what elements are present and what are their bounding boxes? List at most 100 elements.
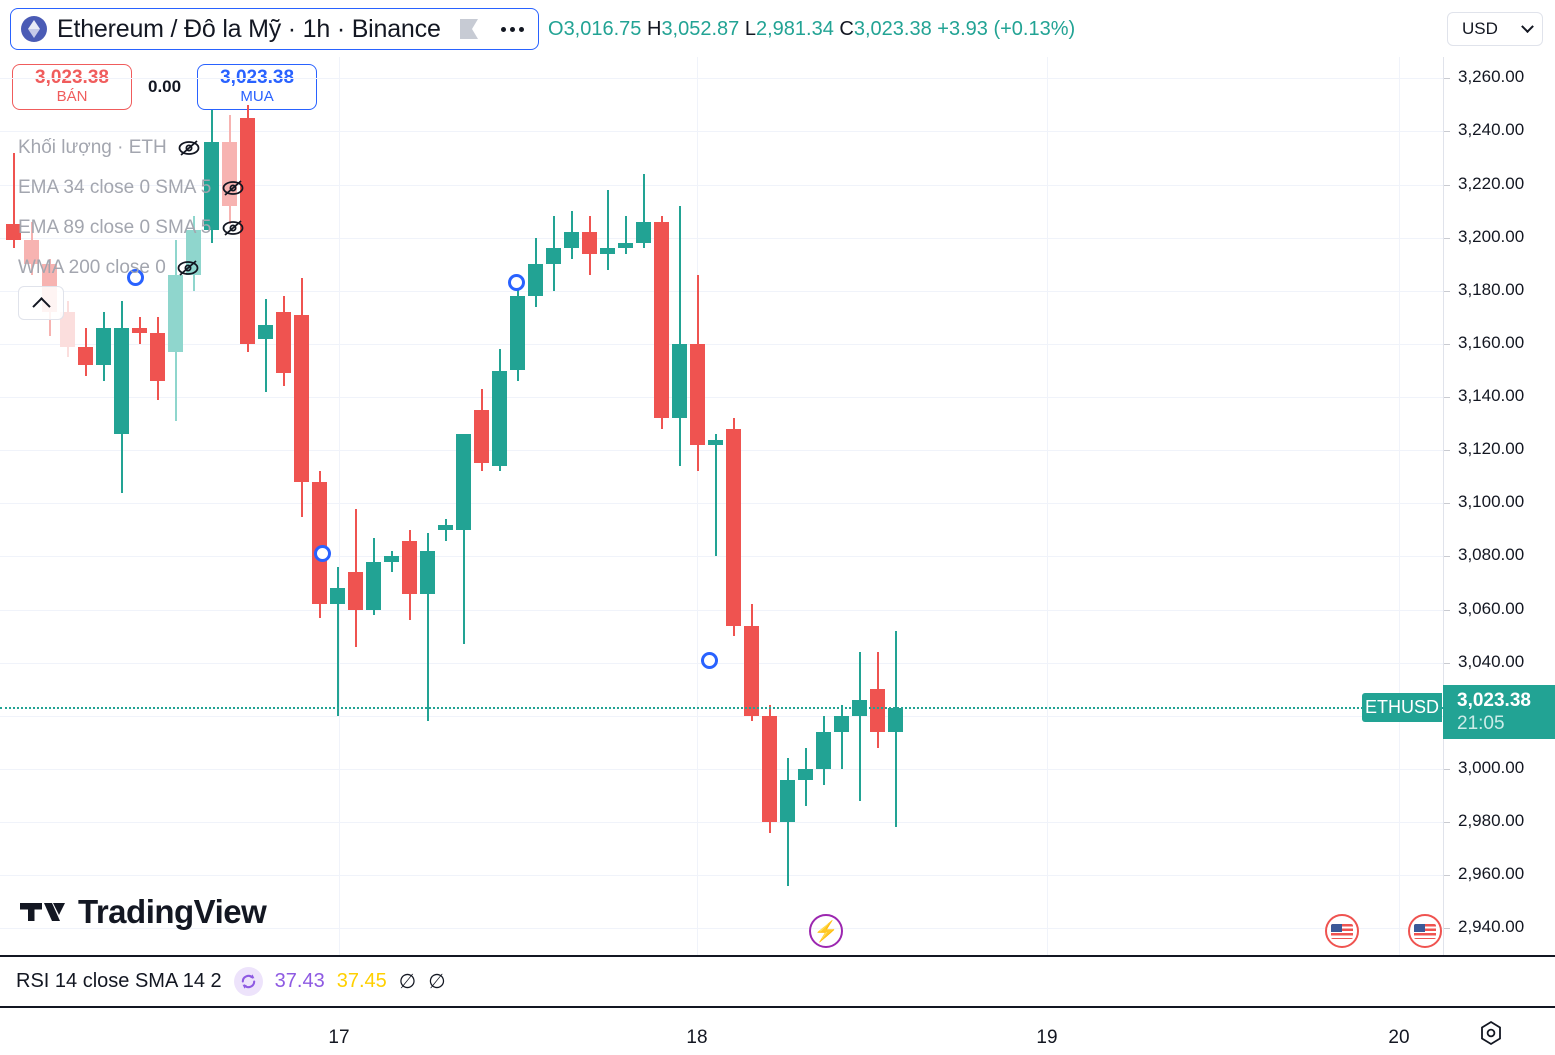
candle-body	[726, 428, 741, 626]
legend-item-volume[interactable]: Khối lượng · ETH	[18, 128, 245, 168]
candlestick	[888, 57, 903, 955]
legend-label: Khối lượng · ETH	[18, 137, 167, 158]
candlestick	[438, 57, 453, 955]
time-axis[interactable]: 17 18 19 20	[0, 1008, 1555, 1055]
price-tag-symbol-label: ETHUSD	[1364, 696, 1439, 717]
candlestick	[114, 57, 129, 955]
price-axis-label: 3,160.00	[1458, 332, 1525, 352]
grid-line	[0, 237, 1443, 239]
grid-line	[0, 184, 1443, 186]
sell-button[interactable]: 3,023.38 BÁN	[12, 64, 132, 110]
chart-settings-icon[interactable]	[1478, 1020, 1504, 1046]
currency-selector[interactable]: USD	[1447, 12, 1543, 46]
candle-body	[870, 689, 885, 732]
candle-body	[384, 556, 399, 562]
candlestick	[564, 57, 579, 955]
grid-line	[0, 343, 1443, 345]
candlestick	[762, 57, 777, 955]
last-price-line	[0, 706, 1443, 709]
candlestick	[474, 57, 489, 955]
candlestick	[870, 57, 885, 955]
grid-line	[0, 928, 1443, 930]
candle-wick	[858, 652, 861, 801]
price-axis-label: 3,140.00	[1458, 386, 1525, 406]
us-flag-event-icon[interactable]	[1325, 914, 1359, 948]
grid-line	[0, 397, 1443, 399]
candle-body	[402, 540, 417, 594]
candle-wick	[264, 298, 267, 392]
candlestick	[348, 57, 363, 955]
legend-item-ema34[interactable]: EMA 34 close 0 SMA 5	[18, 168, 245, 208]
ohlc-high-label: H	[646, 18, 662, 40]
eye-off-icon[interactable]	[177, 138, 201, 158]
price-tag-symbol: ETHUSD	[1362, 692, 1442, 722]
ohlc-low-value: 2,981.34	[755, 18, 834, 40]
lightning-bolt-icon[interactable]: ⚡	[809, 914, 843, 948]
grid-line-vertical	[697, 57, 698, 955]
rsi-separator-bottom	[0, 1006, 1555, 1008]
candle-body	[780, 779, 795, 823]
candle-body	[420, 551, 435, 594]
signal-marker[interactable]	[313, 545, 331, 563]
sell-price: 3,023.38	[35, 67, 109, 88]
candlestick-plot[interactable]	[0, 57, 1443, 955]
signal-marker[interactable]	[126, 269, 144, 286]
candlestick	[276, 57, 291, 955]
legend-item-wma200[interactable]: WMA 200 close 0	[18, 248, 245, 288]
candle-wick	[624, 216, 627, 254]
signal-marker[interactable]	[507, 274, 525, 292]
price-axis-label: 2,940.00	[1458, 917, 1525, 937]
eye-off-icon[interactable]	[176, 258, 200, 278]
grid-line	[0, 290, 1443, 292]
us-flag-event-icon[interactable]	[1408, 914, 1442, 948]
candlestick	[384, 57, 399, 955]
candlestick	[582, 57, 597, 955]
price-axis-tick	[1444, 662, 1450, 664]
eye-off-icon[interactable]	[221, 218, 245, 238]
legend-collapse-button[interactable]	[18, 286, 64, 320]
rsi-sma-value: 37.45	[336, 970, 387, 992]
currency-label: USD	[1462, 19, 1498, 38]
eye-off-icon[interactable]	[221, 178, 245, 198]
ohlc-low-label: L	[744, 18, 756, 40]
ohlc-high-value: 3,052.87	[661, 18, 740, 40]
grid-line	[0, 556, 1443, 558]
candle-body	[294, 314, 309, 483]
candlestick	[204, 57, 219, 955]
candlestick	[294, 57, 309, 955]
rsi-title[interactable]: RSI 14 close SMA 14 2	[16, 970, 222, 992]
legend-item-ema89[interactable]: EMA 89 close 0 SMA 5	[18, 208, 245, 248]
candlestick	[780, 57, 795, 955]
buy-button[interactable]: 3,023.38 MUA	[197, 64, 318, 110]
candlestick	[96, 57, 111, 955]
candlestick	[6, 57, 21, 955]
candle-wick	[390, 551, 393, 573]
candle-wick	[840, 705, 843, 769]
candlestick	[726, 57, 741, 955]
price-axis[interactable]: 3,260.00 3,240.00 3,220.00 3,200.00 3,180.00…	[1443, 57, 1555, 955]
candle-body	[348, 572, 363, 610]
grid-line	[0, 822, 1443, 824]
candle-body	[528, 264, 543, 297]
grid-line	[0, 662, 1443, 664]
price-axis-tick	[1444, 875, 1450, 877]
flag-icon[interactable]	[459, 18, 479, 40]
chart-header: Ethereum / Đô la Mỹ · 1h · Binance O3,01…	[0, 0, 1555, 57]
buy-label: MUA	[240, 88, 274, 105]
more-dots-icon[interactable]	[500, 26, 524, 32]
signal-marker[interactable]	[700, 651, 718, 669]
candlestick	[132, 57, 147, 955]
sell-label: BÁN	[56, 88, 88, 105]
candle-wick	[12, 152, 15, 249]
candlestick	[312, 57, 327, 955]
price-axis-tick	[1444, 131, 1450, 133]
legend-label: EMA 89 close 0 SMA 5	[18, 217, 212, 238]
price-axis-tick	[1444, 343, 1450, 345]
candle-body	[132, 327, 147, 334]
refresh-icon[interactable]	[233, 967, 263, 996]
time-axis-label: 20	[1388, 1027, 1410, 1048]
chevron-up-icon	[31, 296, 51, 316]
candlestick	[690, 57, 705, 955]
symbol-selector[interactable]: Ethereum / Đô la Mỹ · 1h · Binance	[10, 8, 539, 50]
ohlc-change: +3.93 (+0.13%)	[937, 18, 1076, 40]
